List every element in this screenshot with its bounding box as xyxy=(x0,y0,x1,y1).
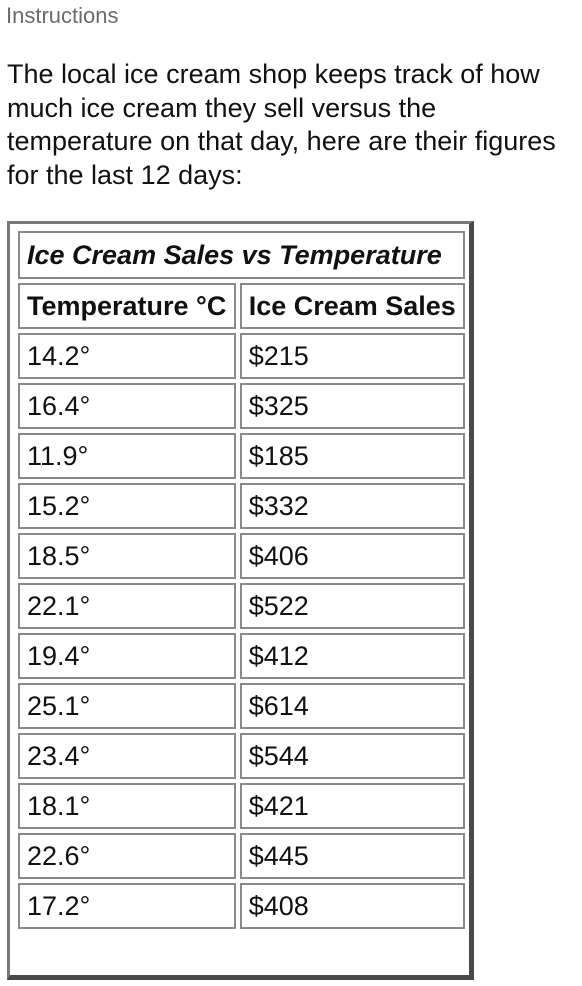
table-row: 11.9° $185 xyxy=(18,433,465,479)
sales-table: Ice Cream Sales vs Temperature Temperatu… xyxy=(14,227,469,933)
temperature-cell: 25.1° xyxy=(18,683,236,729)
table-header-row: Temperature °C Ice Cream Sales xyxy=(18,283,465,329)
temperature-cell: 19.4° xyxy=(18,633,236,679)
temperature-cell: 18.1° xyxy=(18,783,236,829)
table-row: 22.6° $445 xyxy=(18,833,465,879)
temperature-cell: 15.2° xyxy=(18,483,236,529)
intro-paragraph: The local ice cream shop keeps track of … xyxy=(7,59,556,190)
table-row: 22.1° $522 xyxy=(18,583,465,629)
table-row: 23.4° $544 xyxy=(18,733,465,779)
sales-cell: $408 xyxy=(239,883,465,929)
page-heading: Instructions xyxy=(6,3,119,28)
table-row: 25.1° $614 xyxy=(18,683,465,729)
temperature-cell: 14.2° xyxy=(18,333,236,379)
sales-table-frame: Ice Cream Sales vs Temperature Temperatu… xyxy=(7,221,474,980)
temperature-cell: 22.6° xyxy=(18,833,236,879)
sales-cell: $614 xyxy=(239,683,465,729)
temperature-cell: 17.2° xyxy=(18,883,236,929)
table-row: 16.4° $325 xyxy=(18,383,465,429)
temperature-cell: 16.4° xyxy=(18,383,236,429)
table-row: 17.2° $408 xyxy=(18,883,465,929)
temperature-cell: 11.9° xyxy=(18,433,236,479)
sales-cell: $406 xyxy=(239,533,465,579)
sales-cell: $522 xyxy=(239,583,465,629)
sales-cell: $412 xyxy=(239,633,465,679)
sales-cell: $421 xyxy=(239,783,465,829)
table-row: 14.2° $215 xyxy=(18,333,465,379)
table-row: 18.5° $406 xyxy=(18,533,465,579)
column-header-temperature: Temperature °C xyxy=(18,283,236,329)
sales-cell: $332 xyxy=(239,483,465,529)
table-caption-row: Ice Cream Sales vs Temperature xyxy=(18,231,465,279)
temperature-cell: 22.1° xyxy=(18,583,236,629)
sales-cell: $185 xyxy=(239,433,465,479)
sales-cell: $544 xyxy=(239,733,465,779)
table-caption: Ice Cream Sales vs Temperature xyxy=(18,231,465,279)
temperature-cell: 18.5° xyxy=(18,533,236,579)
table-row: 15.2° $332 xyxy=(18,483,465,529)
sales-cell: $325 xyxy=(239,383,465,429)
table-row: 18.1° $421 xyxy=(18,783,465,829)
column-header-sales: Ice Cream Sales xyxy=(239,283,465,329)
temperature-cell: 23.4° xyxy=(18,733,236,779)
sales-cell: $445 xyxy=(239,833,465,879)
table-row: 19.4° $412 xyxy=(18,633,465,679)
sales-cell: $215 xyxy=(239,333,465,379)
